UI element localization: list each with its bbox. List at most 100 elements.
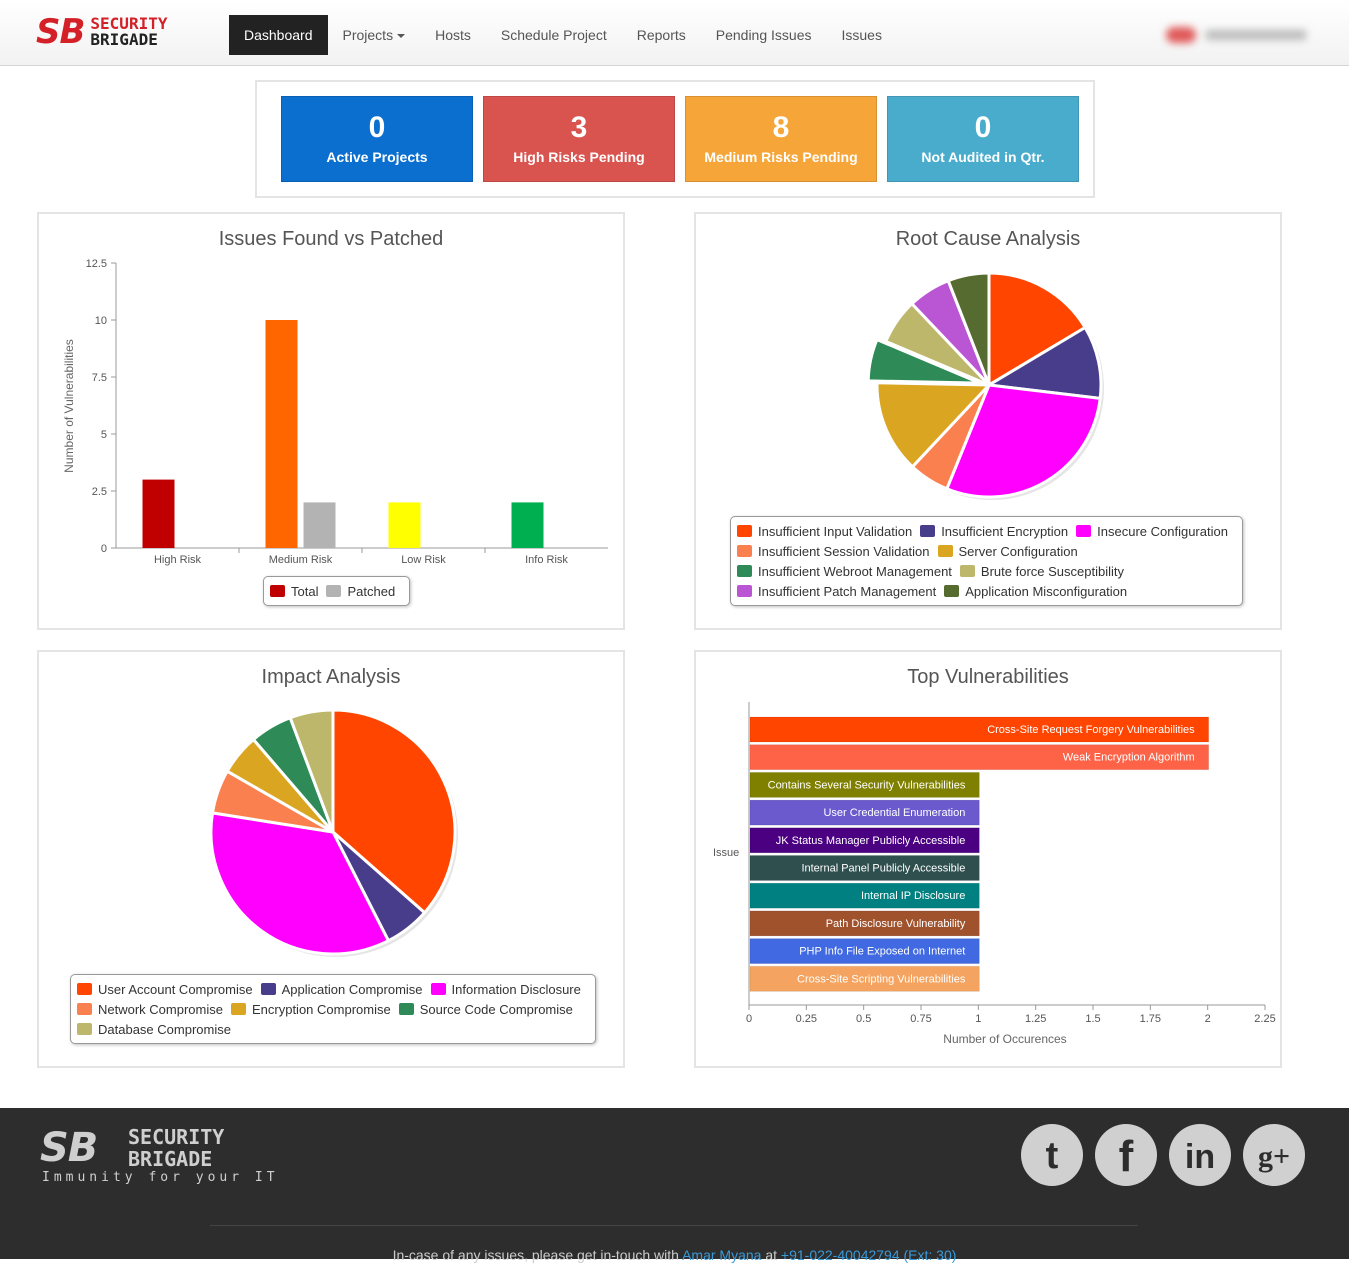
legend-item[interactable]: Insufficient Encryption [920, 524, 1068, 539]
user-menu[interactable] [1166, 24, 1326, 46]
bar-label: Cross-Site Request Forgery Vulnerabiliti… [987, 724, 1195, 736]
caret-down-icon [397, 34, 406, 39]
contact-mid: at [765, 1247, 778, 1263]
legend-swatch [77, 1023, 92, 1035]
nav-projects-label: Projects [342, 27, 394, 43]
twitter-icon[interactable]: t [1021, 1124, 1083, 1186]
legend-item[interactable]: Insufficient Webroot Management [737, 564, 952, 579]
legend-item[interactable]: Application Compromise [260, 982, 423, 997]
stat-not-audited[interactable]: 0 Not Audited in Qtr. [887, 96, 1079, 182]
bar-label: Cross-Site Scripting Vulnerabilities [797, 973, 966, 985]
google-plus-icon[interactable]: g+ [1243, 1124, 1305, 1186]
nav-schedule-project-label: Schedule Project [500, 27, 607, 43]
contact-phone-link[interactable]: +91-022-40042794 (Ext: 30) [780, 1247, 957, 1263]
legend-item[interactable]: Insufficient Session Validation [737, 544, 930, 559]
nav-reports[interactable]: Reports [622, 15, 701, 55]
nav-projects[interactable]: Projects [328, 15, 421, 55]
legend-item[interactable]: Total [270, 584, 318, 599]
y-tick-label: 7.5 [92, 372, 107, 384]
nav-hosts[interactable]: Hosts [420, 15, 486, 55]
stat-active-projects[interactable]: 0 Active Projects [281, 96, 473, 182]
bar-label: User Credential Enumeration [823, 807, 965, 819]
brand-line2: BRIGADE [90, 30, 158, 49]
legend-label: Server Configuration [958, 543, 1078, 559]
bar-user-credential-enumeration [749, 799, 980, 826]
root-cause-legend: Insufficient Input Validation Insufficien… [730, 516, 1243, 606]
nav-pending-issues[interactable]: Pending Issues [701, 15, 827, 55]
y-tick-label: 2.5 [92, 486, 107, 498]
brand-text: SECURITY BRIGADE [90, 16, 167, 48]
legend-swatch [77, 983, 92, 995]
legend-item[interactable]: Source Code Compromise [398, 1001, 573, 1017]
x-tick-label: 0.25 [796, 1013, 817, 1025]
footer-divider [210, 1225, 1138, 1226]
legend-item[interactable]: Information Disclosure [430, 982, 581, 997]
x-tick-label: 1.5 [1085, 1013, 1100, 1025]
root-slice-insufficient-webroot-management [866, 337, 981, 385]
legend-label: Source Code Compromise [419, 1001, 573, 1017]
footer-mark: SB [40, 1125, 98, 1171]
stat-high-risks[interactable]: 3 High Risks Pending [483, 96, 675, 182]
root-slice-insufficient-input-validation [987, 271, 1088, 388]
footer-line2: BRIGADE [128, 1147, 213, 1171]
legend-item[interactable]: Encryption Compromise [230, 1001, 391, 1017]
legend-item[interactable]: Network Compromise [77, 1002, 223, 1017]
legend-swatch [430, 983, 446, 995]
bar-label: Weak Encryption Algorithm [1063, 752, 1195, 764]
nav-issues-label: Issues [841, 27, 882, 43]
legend-item[interactable]: Insecure Configuration [1076, 524, 1228, 539]
legend-swatch [1076, 525, 1092, 537]
legend-row: Insufficient Patch Management Application… [737, 581, 1236, 601]
issues-found-panel: Issues Found vs Patched 0 2.5 5 7.5 10 12.5 Nu… [37, 212, 625, 630]
y-tick-label: 0 [101, 543, 107, 555]
legend-label: Insufficient Session Validation [758, 543, 930, 559]
legend-row: Network Compromise Encryption Compromise S… [77, 999, 589, 1019]
legend-item[interactable]: Database Compromise [77, 1022, 231, 1037]
impact-slice-user-account-compromise [331, 708, 457, 915]
nav-dashboard[interactable]: Dashboard [229, 15, 328, 55]
nav-dashboard-label: Dashboard [244, 27, 313, 43]
contact-name-link[interactable]: Amar Myana [682, 1247, 762, 1263]
legend-item[interactable]: Server Configuration [937, 543, 1078, 559]
linkedin-icon[interactable]: in [1169, 1124, 1231, 1186]
legend-swatch [959, 565, 975, 577]
bar-total-high-risk [142, 479, 175, 548]
legend-swatch [77, 1003, 92, 1015]
y-axis-title: Number of Vulnerabilities [62, 339, 76, 473]
issues-legend: Total Patched [263, 576, 411, 606]
legend-label: Encryption Compromise [251, 1001, 391, 1017]
stat-label: High Risks Pending [513, 149, 645, 165]
x-tick-label: 1.25 [1025, 1013, 1046, 1025]
brand-mark: SB [36, 12, 85, 52]
legend-item[interactable]: User Account Compromise [77, 982, 253, 997]
nav-issues[interactable]: Issues [826, 15, 896, 55]
y-tick-label: 12.5 [86, 258, 107, 270]
impact-pie-chart [209, 708, 458, 957]
legend-item[interactable]: Insufficient Input Validation [737, 524, 912, 539]
footer-logo: SB SECURITY BRIGADE Immunity for your IT [40, 1125, 275, 1185]
legend-item[interactable]: Patched [326, 584, 395, 599]
legend-label: Insufficient Encryption [941, 523, 1069, 539]
footer-tagline: Immunity for your IT [42, 1170, 279, 1185]
nav-schedule-project[interactable]: Schedule Project [486, 15, 622, 55]
legend-item[interactable]: Application Misconfiguration [944, 584, 1127, 599]
user-name-redacted [1206, 30, 1306, 40]
footer-line1: SECURITY [128, 1125, 225, 1149]
twitter-glyph: t [1046, 1135, 1059, 1177]
legend-item[interactable]: Brute force Susceptibility [959, 564, 1124, 579]
brand-logo[interactable]: SB SECURITY BRIGADE [36, 12, 167, 52]
legend-item[interactable]: Insufficient Patch Management [737, 584, 936, 599]
facebook-glyph: f [1119, 1132, 1134, 1181]
legend-row: Insufficient Input Validation Insufficien… [737, 521, 1236, 541]
x-tick-label: High Risk [154, 554, 202, 566]
bar-total-info-risk [511, 502, 544, 548]
stat-label: Medium Risks Pending [704, 149, 858, 165]
legend-row: Insufficient Session Validation Server Co… [737, 541, 1236, 561]
nav-hosts-label: Hosts [435, 27, 471, 43]
legend-row: Database Compromise [77, 1019, 589, 1039]
bar-internal-panel-publicly-accessible [749, 855, 980, 881]
stat-medium-risks[interactable]: 8 Medium Risks Pending [685, 96, 877, 182]
facebook-icon[interactable]: f [1095, 1124, 1157, 1186]
legend-swatch [937, 545, 953, 557]
legend-label: Application Misconfiguration [965, 583, 1128, 599]
